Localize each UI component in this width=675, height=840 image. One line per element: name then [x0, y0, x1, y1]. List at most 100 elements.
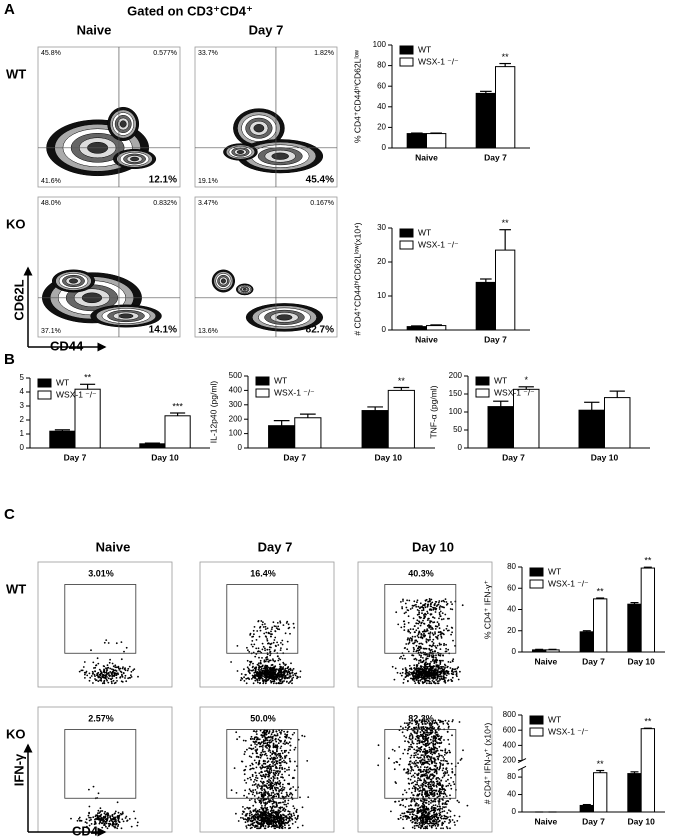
column-label: Day 10 — [412, 539, 454, 554]
event-dot — [434, 810, 436, 812]
event-dot — [254, 680, 256, 682]
event-dot — [284, 800, 286, 802]
event-dot — [277, 655, 279, 657]
y-axis-label: CD62L — [11, 279, 26, 320]
event-dot — [288, 774, 290, 776]
event-dot — [396, 761, 398, 763]
event-dot — [438, 668, 440, 670]
event-dot — [409, 665, 411, 667]
event-dot — [414, 776, 416, 778]
event-dot — [400, 726, 402, 728]
event-dot — [86, 818, 88, 820]
event-dot — [419, 760, 421, 762]
event-dot — [275, 758, 277, 760]
event-dot — [403, 678, 405, 680]
contour — [243, 288, 246, 290]
event-dot — [461, 758, 463, 760]
event-dot — [432, 821, 434, 823]
event-dot — [417, 794, 419, 796]
event-dot — [410, 760, 412, 762]
event-dot — [447, 680, 449, 682]
event-dot — [283, 731, 285, 733]
event-dot — [398, 746, 400, 748]
event-dot — [434, 722, 436, 724]
event-dot — [441, 824, 443, 826]
event-dot — [282, 777, 284, 779]
event-dot — [262, 746, 264, 748]
event-dot — [131, 826, 133, 828]
event-dot — [425, 786, 427, 788]
event-dot — [420, 749, 422, 751]
event-dot — [83, 666, 85, 668]
event-dot — [420, 826, 422, 828]
event-dot — [274, 739, 276, 741]
event-dot — [444, 789, 446, 791]
event-dot — [417, 738, 419, 740]
event-dot — [450, 777, 452, 779]
event-dot — [256, 827, 258, 829]
event-dot — [280, 666, 282, 668]
event-dot — [275, 796, 277, 798]
event-dot — [266, 755, 268, 757]
event-dot — [277, 660, 279, 662]
event-dot — [425, 736, 427, 738]
event-dot — [433, 805, 435, 807]
event-dot — [414, 636, 416, 638]
event-dot — [103, 670, 105, 672]
event-dot — [456, 820, 458, 822]
event-dot — [114, 670, 116, 672]
event-dot — [265, 775, 267, 777]
event-dot — [439, 810, 441, 812]
event-dot — [437, 621, 439, 623]
event-dot — [443, 758, 445, 760]
event-dot — [420, 661, 422, 663]
event-dot — [84, 674, 86, 676]
event-dot — [255, 669, 257, 671]
event-dot — [450, 661, 452, 663]
event-dot — [273, 744, 275, 746]
event-dot — [441, 637, 443, 639]
event-dot — [270, 785, 272, 787]
event-dot — [249, 664, 251, 666]
event-dot — [429, 678, 431, 680]
event-dot — [252, 792, 254, 794]
event-dot — [429, 764, 431, 766]
event-dot — [121, 641, 123, 643]
event-dot — [290, 673, 292, 675]
event-dot — [432, 809, 434, 811]
event-dot — [411, 654, 413, 656]
event-dot — [427, 769, 429, 771]
event-dot — [441, 675, 443, 677]
bar — [269, 426, 295, 448]
event-dot — [414, 752, 416, 754]
event-dot — [254, 801, 256, 803]
event-dot — [410, 672, 412, 674]
event-dot — [260, 620, 262, 622]
event-dot — [267, 796, 269, 798]
event-dot — [259, 679, 261, 681]
event-dot — [278, 823, 280, 825]
event-dot — [286, 755, 288, 757]
event-dot — [288, 669, 290, 671]
event-dot — [442, 760, 444, 762]
event-dot — [268, 741, 270, 743]
event-dot — [115, 824, 117, 826]
event-dot — [96, 817, 98, 819]
event-dot — [270, 755, 272, 757]
event-dot — [426, 774, 428, 776]
legend-label: WT — [494, 375, 507, 385]
event-dot — [439, 792, 441, 794]
event-dot — [422, 673, 424, 675]
event-dot — [421, 754, 423, 756]
event-dot — [447, 666, 449, 668]
event-dot — [402, 600, 404, 602]
event-dot — [411, 639, 413, 641]
event-dot — [423, 654, 425, 656]
legend-label: WSX-1 ⁻/⁻ — [274, 387, 315, 397]
event-dot — [276, 761, 278, 763]
event-dot — [430, 614, 432, 616]
event-dot — [443, 793, 445, 795]
event-dot — [123, 651, 125, 653]
event-dot — [450, 667, 452, 669]
event-dot — [416, 641, 418, 643]
